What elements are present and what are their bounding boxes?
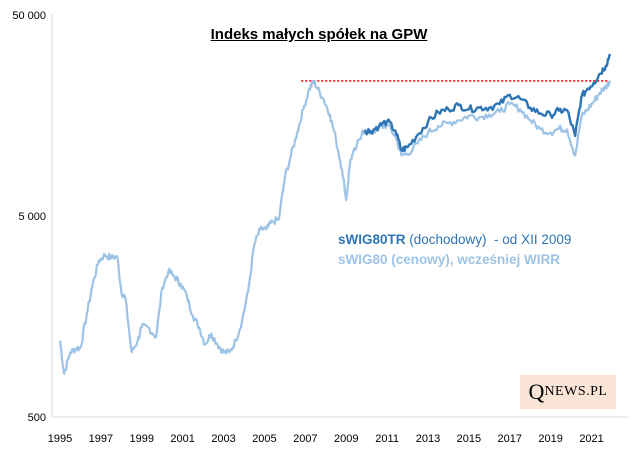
series-line-swig80 — [58, 79, 612, 375]
logo-text: NEWS.PL — [544, 384, 608, 399]
x-tick-label: 2019 — [538, 433, 562, 445]
x-tick-label: 2003 — [211, 433, 235, 445]
x-tick-label: 1999 — [130, 433, 154, 445]
legend-tr-desc: (dochodowy) - od XII 2009 — [405, 232, 572, 247]
x-tick-label: 2021 — [579, 433, 603, 445]
logo-q: Q — [528, 379, 545, 404]
legend-entry-swig80tr: sWIG80TR (dochodowy) - od XII 2009 — [338, 232, 571, 247]
x-tick-label: 2007 — [293, 433, 317, 445]
series-line-swig80tr — [363, 53, 612, 153]
legend-entry-swig80: sWIG80 (cenowy), wcześniej WIRR — [338, 252, 561, 267]
x-tick-label: 2017 — [498, 433, 522, 445]
x-tick-label: 1997 — [89, 433, 113, 445]
x-tick-label: 2009 — [334, 433, 358, 445]
legend-tr-name: sWIG80TR — [338, 232, 406, 247]
x-tick-label: 1995 — [48, 433, 72, 445]
series-layer — [58, 53, 612, 375]
x-tick-label: 2011 — [375, 433, 399, 445]
y-tick-label: 50 000 — [12, 10, 46, 22]
x-tick-label: 2001 — [170, 433, 194, 445]
y-tick-label: 5 000 — [18, 211, 46, 223]
x-tick-label: 2015 — [457, 433, 481, 445]
qnews-logo: Q NEWS.PL — [520, 375, 616, 409]
chart-title: Indeks małych spółek na GPW — [210, 26, 428, 43]
x-tick-label: 2005 — [252, 433, 276, 445]
x-tick-label: 2013 — [416, 433, 440, 445]
y-tick-label: 500 — [28, 412, 46, 424]
